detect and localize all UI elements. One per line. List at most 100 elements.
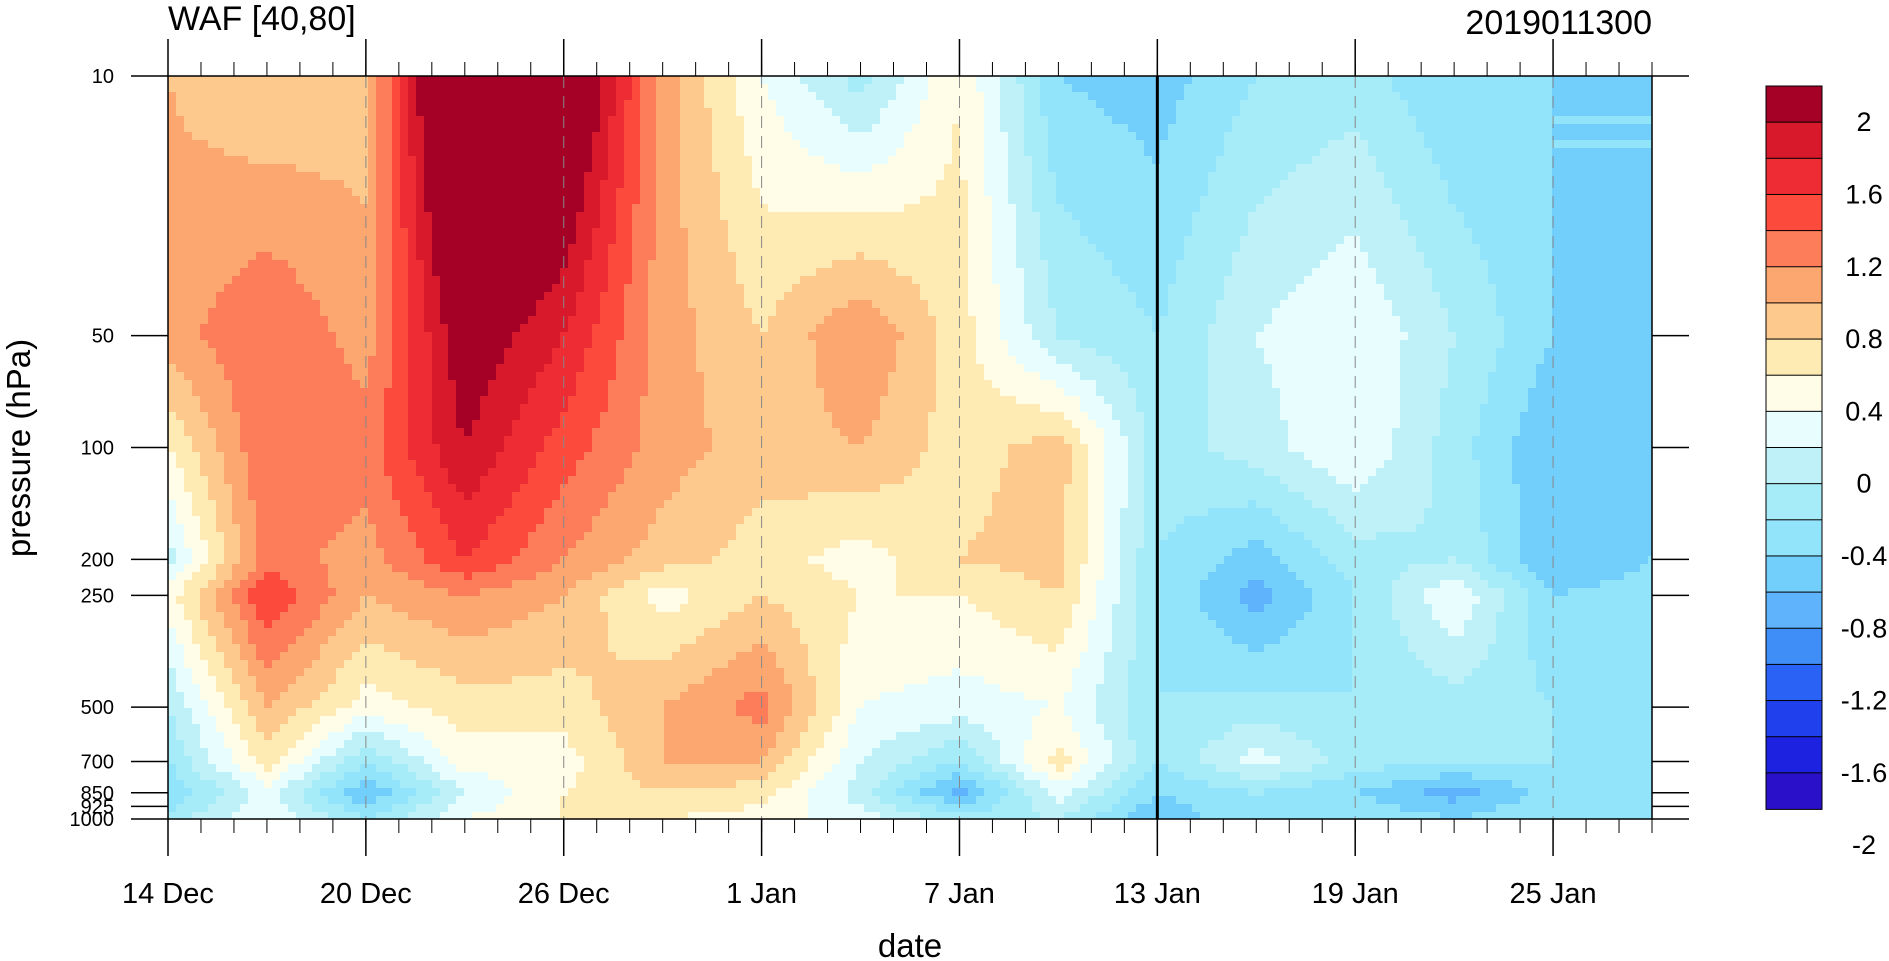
contour-cell [1160,84,1169,93]
contour-cell [1584,260,1593,269]
contour-cell [1272,172,1281,181]
contour-cell [1304,276,1313,285]
contour-cell [1496,140,1505,149]
contour-cell [1224,212,1233,221]
contour-cell [1448,212,1457,221]
contour-cell [768,220,777,229]
contour-cell [1576,268,1585,277]
contour-cell [1216,172,1225,181]
contour-cell [552,76,561,85]
contour-cell [576,92,585,101]
contour-cell [320,116,329,125]
contour-cell [304,244,313,253]
contour-cell [1024,172,1033,181]
contour-cell [696,180,705,189]
contour-cell [536,156,545,165]
contour-cell [336,212,345,221]
contour-cell [216,180,225,189]
contour-cell [344,156,353,165]
contour-cell [168,284,177,293]
contour-cell [1360,148,1369,157]
contour-cell [728,260,737,269]
contour-cell [632,108,641,117]
contour-cell [864,188,873,197]
contour-cell [1416,236,1425,245]
contour-cell [248,148,257,157]
contour-cell [1624,268,1633,277]
contour-cell [1096,124,1105,133]
contour-cell [200,108,209,117]
contour-cell [1472,180,1481,189]
contour-cell [208,252,217,261]
contour-cell [1440,276,1449,285]
contour-cell [168,132,177,141]
contour-cell [864,228,873,237]
contour-cell [1312,124,1321,133]
contour-cell [856,148,865,157]
contour-cell [536,188,545,197]
contour-cell [1296,148,1305,157]
contour-cell [928,100,937,109]
contour-cell [1072,276,1081,285]
contour-cell [336,148,345,157]
contour-cell [464,156,473,165]
contour-cell [1112,196,1121,205]
contour-cell [1568,196,1577,205]
contour-cell [1600,188,1609,197]
contour-cell [1616,228,1625,237]
contour-cell [1272,284,1281,293]
contour-cell [848,268,857,277]
contour-cell [712,132,721,141]
contour-cell [1464,204,1473,213]
contour-cell [616,140,625,149]
contour-cell [1344,212,1353,221]
contour-cell [1104,236,1113,245]
contour-cell [792,244,801,253]
contour-cell [1592,228,1601,237]
contour-cell [832,180,841,189]
contour-cell [1040,180,1049,189]
contour-cell [992,148,1001,157]
contour-cell [1064,220,1073,229]
contour-cell [480,180,489,189]
contour-cell [392,196,401,205]
contour-cell [904,108,913,117]
contour-cell [1144,260,1153,269]
contour-cell [1576,204,1585,213]
contour-cell [1296,92,1305,101]
contour-cell [1320,180,1329,189]
contour-cell [304,76,313,85]
contour-cell [400,100,409,109]
contour-cell [1056,196,1065,205]
contour-cell [880,92,889,101]
contour-cell [832,164,841,173]
contour-cell [1104,92,1113,101]
contour-cell [1640,196,1649,205]
contour-cell [600,260,609,269]
contour-cell [808,196,817,205]
contour-cell [1416,260,1425,269]
contour-cell [752,228,761,237]
contour-cell [904,260,913,269]
contour-cell [672,172,681,181]
contour-cell [1464,92,1473,101]
contour-cell [1368,124,1377,133]
contour-cell [1360,172,1369,181]
contour-cell [1256,108,1265,117]
contour-cell [1528,180,1537,189]
contour-cell [1552,180,1561,189]
contour-cell [1472,204,1481,213]
contour-cell [1080,140,1089,149]
contour-cell [992,156,1001,165]
contour-cell [1280,148,1289,157]
contour-cell [1056,188,1065,197]
contour-cell [888,148,897,157]
contour-cell [1264,212,1273,221]
contour-cell [280,76,289,85]
contour-cell [488,124,497,133]
contour-cell [1080,276,1089,285]
contour-cell [800,92,809,101]
contour-cell [168,188,177,197]
contour-cell [1592,100,1601,109]
contour-cell [1584,172,1593,181]
